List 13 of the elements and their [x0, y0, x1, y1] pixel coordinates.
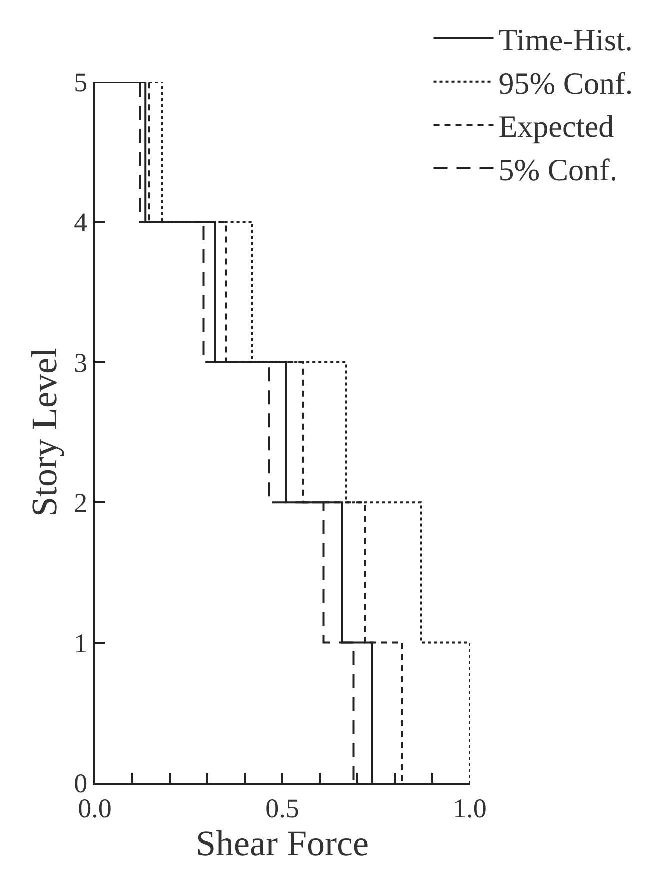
x-tick-label: 1.0 — [453, 793, 487, 824]
legend-label: Time-Hist. — [498, 22, 633, 58]
y-tick-label: 4 — [74, 208, 88, 238]
legend-label: 95% Conf. — [498, 66, 634, 101]
y-tick-label: 5 — [74, 67, 88, 98]
y-tick-label: 1 — [74, 628, 88, 658]
y-tick-label: 3 — [74, 348, 88, 378]
x-axis-title: Shear Force — [196, 823, 369, 864]
legend-label: Expected — [498, 109, 615, 144]
x-tick-label: 0.5 — [266, 793, 300, 824]
y-tick-label: 2 — [74, 488, 88, 518]
y-axis-title: Story Level — [24, 348, 64, 517]
legend-label: 5% Conf. — [498, 152, 618, 188]
